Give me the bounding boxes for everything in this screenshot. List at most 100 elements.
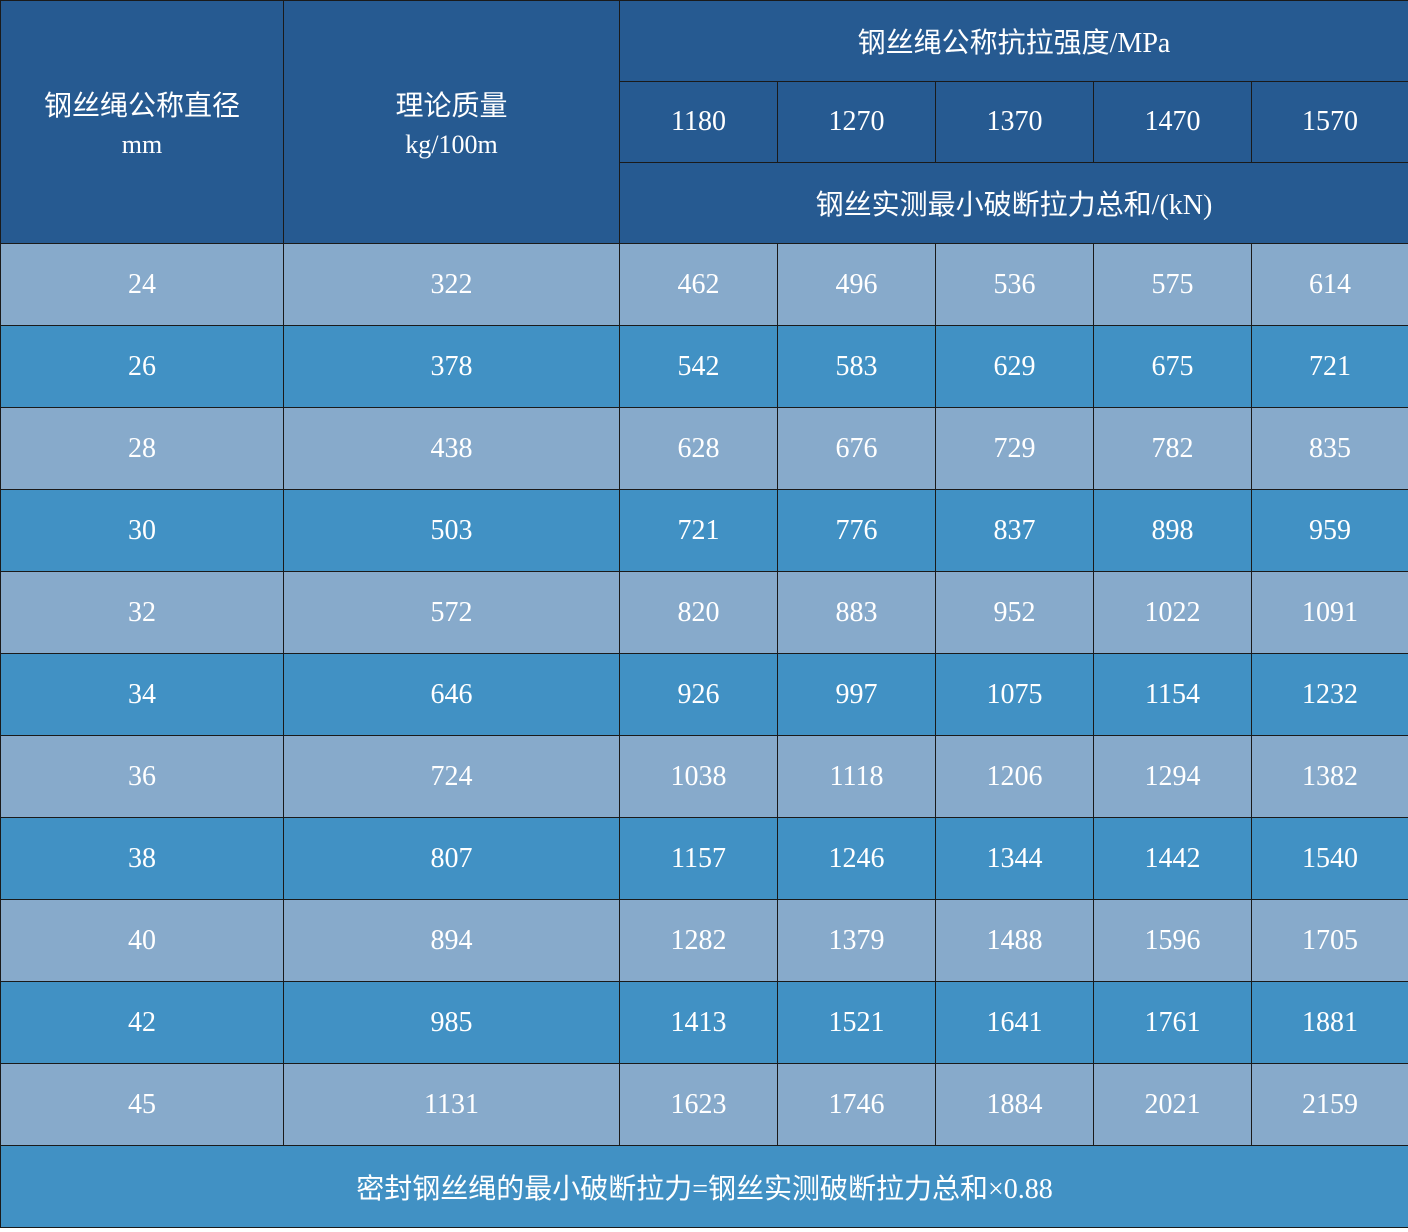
force-cell: 1488: [935, 899, 1094, 982]
footer-note: 密封钢丝绳的最小破断拉力=钢丝实测破断拉力总和×0.88: [0, 1145, 1408, 1228]
header-diameter: 钢丝绳公称直径 mm: [0, 0, 284, 244]
force-cell: 1091: [1250, 571, 1408, 654]
force-cell: 1442: [1093, 817, 1252, 900]
force-cell: 1881: [1250, 981, 1408, 1064]
force-cell: 1413: [619, 981, 778, 1064]
force-cell: 462: [619, 243, 778, 326]
footer-row: 密封钢丝绳的最小破断拉力=钢丝实测破断拉力总和×0.88: [0, 1145, 1408, 1228]
force-cell: 583: [777, 325, 936, 408]
diameter-cell: 45: [0, 1063, 284, 1146]
force-cell: 536: [935, 243, 1094, 326]
force-cell: 1157: [619, 817, 778, 900]
diameter-cell: 26: [0, 325, 284, 408]
mass-cell: 572: [283, 571, 620, 654]
force-cell: 1761: [1093, 981, 1252, 1064]
force-cell: 675: [1093, 325, 1252, 408]
force-cell: 776: [777, 489, 936, 572]
table-row: 28 438 628 676 729 782 835: [0, 407, 1408, 490]
force-cell: 1540: [1250, 817, 1408, 900]
force-cell: 1118: [777, 735, 936, 818]
force-cell: 959: [1250, 489, 1408, 572]
force-cell: 997: [777, 653, 936, 736]
force-cell: 1596: [1093, 899, 1252, 982]
force-cell: 1379: [777, 899, 936, 982]
diameter-cell: 34: [0, 653, 284, 736]
table-row: 34 646 926 997 1075 1154 1232: [0, 653, 1408, 736]
force-cell: 1746: [777, 1063, 936, 1146]
table-row: 36 724 1038 1118 1206 1294 1382: [0, 735, 1408, 818]
force-cell: 782: [1093, 407, 1252, 490]
force-cell: 1038: [619, 735, 778, 818]
strength-1470: 1470: [1093, 81, 1252, 163]
strength-1180: 1180: [619, 81, 778, 163]
diameter-cell: 36: [0, 735, 284, 818]
diameter-cell: 30: [0, 489, 284, 572]
force-cell: 1382: [1250, 735, 1408, 818]
force-cell: 1232: [1250, 653, 1408, 736]
table-row: 32 572 820 883 952 1022 1091: [0, 571, 1408, 654]
force-cell: 952: [935, 571, 1094, 654]
diameter-unit: mm: [121, 130, 163, 159]
force-cell: 837: [935, 489, 1094, 572]
diameter-cell: 28: [0, 407, 284, 490]
force-cell: 628: [619, 407, 778, 490]
force-cell: 1344: [935, 817, 1094, 900]
force-cell: 729: [935, 407, 1094, 490]
mass-cell: 807: [283, 817, 620, 900]
mass-cell: 503: [283, 489, 620, 572]
force-cell: 2159: [1250, 1063, 1408, 1146]
table-row: 45 1131 1623 1746 1884 2021 2159: [0, 1063, 1408, 1146]
diameter-cell: 32: [0, 571, 284, 654]
diameter-label: 钢丝绳公称直径: [43, 91, 240, 122]
table-row: 42 985 1413 1521 1641 1761 1881: [0, 981, 1408, 1064]
force-cell: 1075: [935, 653, 1094, 736]
force-cell: 1623: [619, 1063, 778, 1146]
table-row: 38 807 1157 1246 1344 1442 1540: [0, 817, 1408, 900]
strength-1570: 1570: [1250, 81, 1408, 163]
mass-cell: 646: [283, 653, 620, 736]
force-cell: 1641: [935, 981, 1094, 1064]
force-cell: 1022: [1093, 571, 1252, 654]
force-cell: 1294: [1093, 735, 1252, 818]
diameter-cell: 38: [0, 817, 284, 900]
mass-cell: 724: [283, 735, 620, 818]
force-cell: 1246: [777, 817, 936, 900]
force-cell: 676: [777, 407, 936, 490]
diameter-cell: 24: [0, 243, 284, 326]
force-cell: 721: [619, 489, 778, 572]
diameter-cell: 42: [0, 981, 284, 1064]
force-cell: 883: [777, 571, 936, 654]
force-cell: 926: [619, 653, 778, 736]
table-row: 30 503 721 776 837 898 959: [0, 489, 1408, 572]
mass-label: 理论质量: [395, 91, 508, 122]
table-row: 26 378 542 583 629 675 721: [0, 325, 1408, 408]
table-row: 40 894 1282 1379 1488 1596 1705: [0, 899, 1408, 982]
force-cell: 629: [935, 325, 1094, 408]
strength-1370: 1370: [935, 81, 1094, 163]
force-cell: 2021: [1093, 1063, 1252, 1146]
force-cell: 1705: [1250, 899, 1408, 982]
table-row: 24 322 462 496 536 575 614: [0, 243, 1408, 326]
strength-1270: 1270: [777, 81, 936, 163]
force-cell: 496: [777, 243, 936, 326]
header-strength: 钢丝绳公称抗拉强度/MPa: [618, 0, 1408, 82]
force-cell: 1521: [777, 981, 936, 1064]
force-cell: 1884: [935, 1063, 1094, 1146]
mass-cell: 438: [283, 407, 620, 490]
header-force: 钢丝实测最小破断拉力总和/(kN): [618, 162, 1408, 244]
mass-cell: 985: [283, 981, 620, 1064]
force-cell: 614: [1250, 243, 1408, 326]
force-cell: 1154: [1093, 653, 1252, 736]
mass-cell: 378: [283, 325, 620, 408]
force-cell: 575: [1093, 243, 1252, 326]
mass-cell: 894: [283, 899, 620, 982]
force-cell: 835: [1250, 407, 1408, 490]
force-cell: 1282: [619, 899, 778, 982]
mass-cell: 322: [283, 243, 620, 326]
force-cell: 820: [619, 571, 778, 654]
header-mass: 理论质量 kg/100m: [283, 0, 620, 244]
force-cell: 1206: [935, 735, 1094, 818]
diameter-cell: 40: [0, 899, 284, 982]
force-cell: 898: [1093, 489, 1252, 572]
